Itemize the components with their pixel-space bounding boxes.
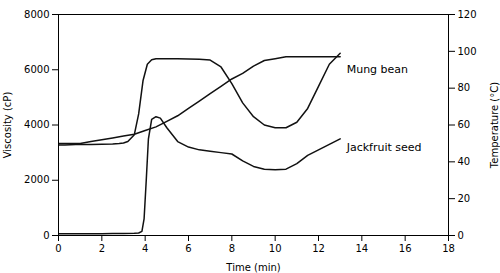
svg-text:2: 2 bbox=[99, 243, 105, 254]
svg-text:10: 10 bbox=[269, 243, 282, 254]
svg-text:8: 8 bbox=[229, 243, 235, 254]
svg-text:16: 16 bbox=[399, 243, 412, 254]
svg-text:8000: 8000 bbox=[24, 9, 49, 20]
svg-text:Jackfruit seed: Jackfruit seed bbox=[346, 141, 422, 154]
svg-text:6: 6 bbox=[185, 243, 191, 254]
svg-text:120: 120 bbox=[458, 9, 477, 20]
svg-text:18: 18 bbox=[442, 243, 455, 254]
svg-text:100: 100 bbox=[458, 46, 477, 57]
svg-text:4000: 4000 bbox=[24, 119, 49, 130]
svg-text:2000: 2000 bbox=[24, 174, 49, 185]
svg-text:0: 0 bbox=[458, 230, 464, 241]
svg-text:4: 4 bbox=[142, 243, 148, 254]
svg-text:6000: 6000 bbox=[24, 64, 49, 75]
svg-text:80: 80 bbox=[458, 82, 471, 93]
svg-text:0: 0 bbox=[55, 243, 61, 254]
svg-text:Mung bean: Mung bean bbox=[347, 63, 408, 76]
svg-text:Time (min): Time (min) bbox=[225, 262, 280, 273]
svg-text:12: 12 bbox=[312, 243, 325, 254]
svg-text:Viscosity (cP): Viscosity (cP) bbox=[2, 92, 13, 159]
svg-text:40: 40 bbox=[458, 156, 471, 167]
svg-text:60: 60 bbox=[458, 119, 471, 130]
svg-text:0: 0 bbox=[43, 230, 49, 241]
svg-text:Temperature (°C): Temperature (°C) bbox=[489, 82, 500, 169]
svg-text:14: 14 bbox=[355, 243, 368, 254]
svg-text:20: 20 bbox=[458, 193, 471, 204]
